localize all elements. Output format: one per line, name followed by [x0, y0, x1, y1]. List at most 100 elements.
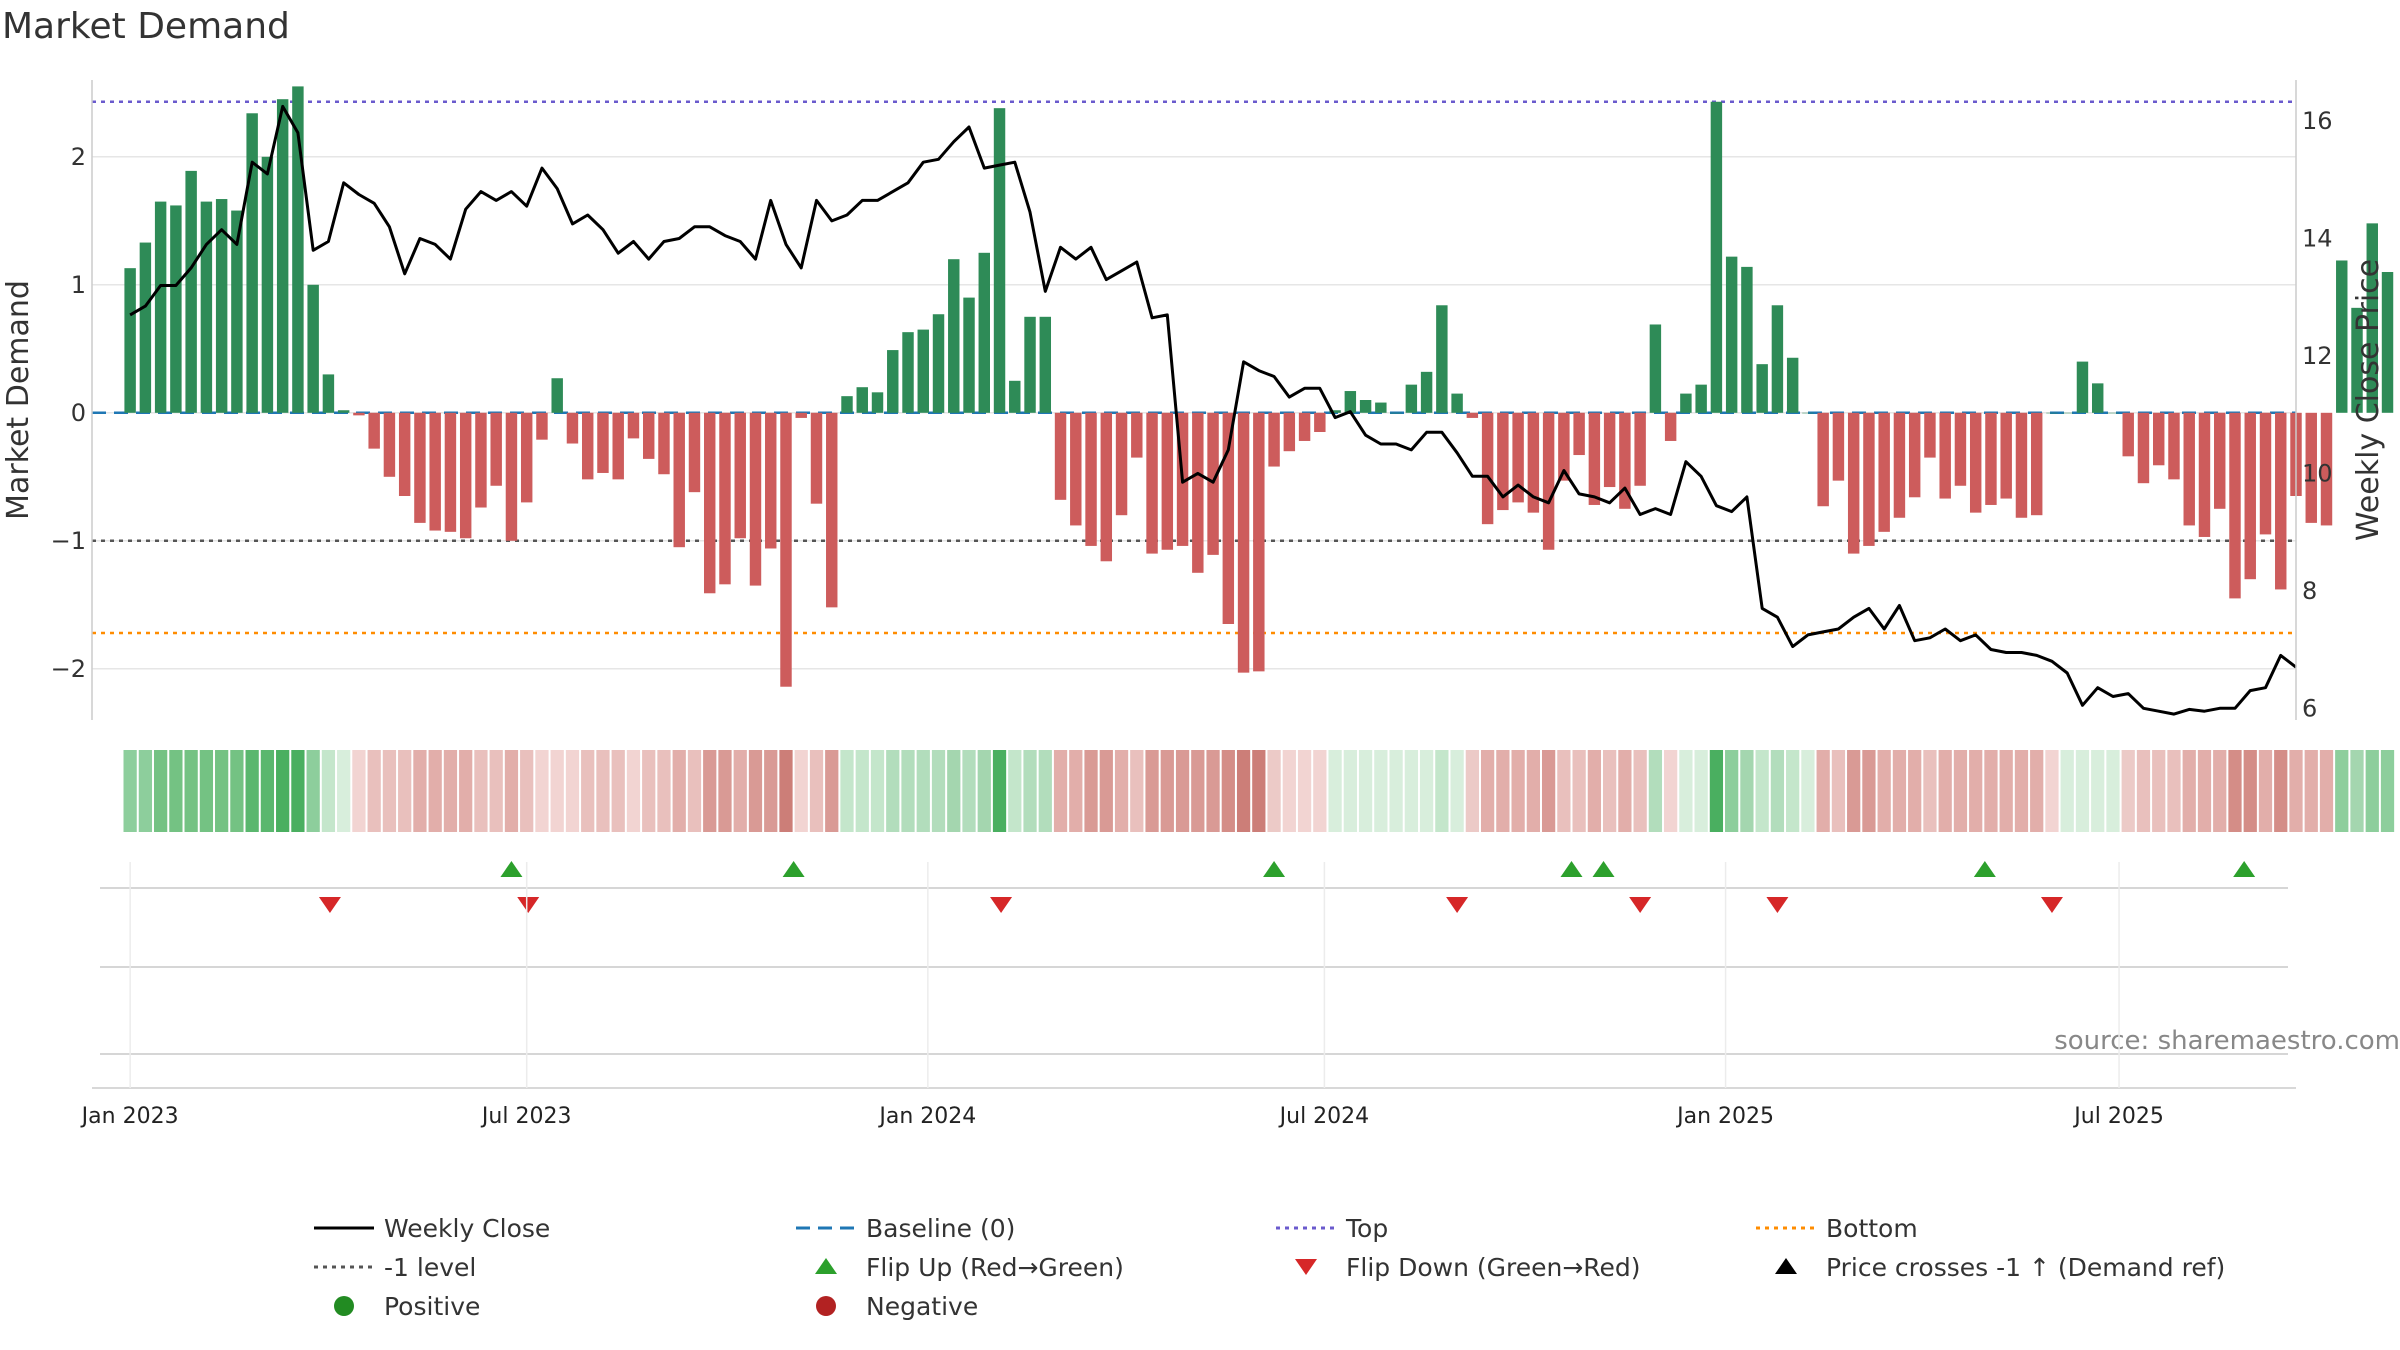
- right-tick-label: 16: [2302, 107, 2333, 135]
- legend-label: Weekly Close: [384, 1214, 550, 1243]
- zone-cell: [1862, 750, 1876, 832]
- zone-cell: [1938, 750, 1952, 832]
- zone-cell: [230, 750, 244, 832]
- demand-bar: [490, 412, 502, 486]
- zone-cell: [169, 750, 183, 832]
- demand-bar: [887, 350, 899, 413]
- zone-cell: [2014, 750, 2029, 832]
- zone-cell: [367, 750, 381, 832]
- zone-cell: [703, 750, 717, 832]
- legend-swatch-triangle-up-green: [815, 1258, 837, 1274]
- zone-cell: [2121, 750, 2135, 832]
- zone-cell: [2274, 750, 2288, 832]
- right-tick-label: 12: [2302, 342, 2333, 370]
- flip-up-marker: [1973, 861, 1996, 877]
- demand-bar: [948, 259, 960, 413]
- demand-bar: [1954, 412, 1967, 486]
- demand-bar: [734, 412, 746, 539]
- demand-bar: [1863, 412, 1875, 546]
- flip-up-marker: [1263, 861, 1286, 877]
- demand-bar: [1039, 316, 1052, 413]
- demand-bar: [1268, 412, 1280, 467]
- zone-cell: [1130, 750, 1144, 832]
- zone-cell: [1541, 750, 1556, 832]
- zone-cell: [2228, 750, 2242, 832]
- demand-bar: [337, 410, 350, 413]
- zone-cell: [931, 750, 946, 832]
- zone-cell: [1831, 750, 1846, 832]
- demand-bar: [1619, 412, 1631, 509]
- demand-bar: [765, 412, 777, 549]
- left-tick-label: 2: [71, 143, 86, 171]
- demand-bar: [368, 412, 380, 449]
- zone-cell: [611, 750, 625, 832]
- zone-cell: [1847, 750, 1861, 832]
- flip-down-marker: [1629, 897, 1652, 913]
- zone-cell: [199, 750, 214, 832]
- zone-cell: [2258, 750, 2273, 832]
- zone-cell: [1572, 750, 1586, 832]
- legend: Weekly Close Baseline (0) Top Bottom -1 leve…: [314, 1214, 2225, 1321]
- demand-bar: [810, 412, 823, 504]
- zone-cell: [1892, 750, 1907, 832]
- zone-cell: [2380, 750, 2395, 832]
- x-tick-label: Jul 2024: [1278, 1104, 1370, 1129]
- zone-cell: [2304, 750, 2318, 832]
- demand-bar: [1024, 316, 1036, 413]
- zone-cell: [2106, 750, 2120, 832]
- zone-cell: [870, 750, 885, 832]
- demand-bar: [2076, 361, 2089, 413]
- left-tick-label: 1: [71, 271, 86, 299]
- left-tick-label: −1: [51, 527, 86, 555]
- demand-bar: [1207, 412, 1219, 555]
- zone-cell: [1297, 750, 1312, 832]
- zone-cell: [947, 750, 961, 832]
- zone-cell: [1648, 750, 1663, 832]
- zone-cell: [1038, 750, 1052, 832]
- zone-cell: [1603, 750, 1617, 832]
- demand-bar: [2000, 412, 2012, 499]
- demand-bar: [719, 412, 731, 585]
- demand-bar: [246, 113, 258, 413]
- zone-cell: [1221, 750, 1235, 832]
- weekly-close-line: [129, 104, 2297, 716]
- zone-cell: [1023, 750, 1037, 832]
- demand-bar: [1512, 412, 1524, 503]
- zone-cell: [916, 750, 930, 832]
- demand-bar: [307, 284, 319, 413]
- demand-bar: [475, 412, 487, 508]
- demand-bar: [1756, 364, 1768, 413]
- legend-swatch-dot-green: [334, 1296, 354, 1316]
- demand-bar: [1664, 412, 1677, 441]
- demand-bar: [826, 412, 838, 608]
- demand-bar: [2153, 412, 2165, 466]
- demand-bar: [1786, 357, 1799, 413]
- zone-cell: [337, 750, 351, 832]
- zone-cell: [2060, 750, 2074, 832]
- demand-bar: [2259, 412, 2272, 535]
- demand-bar: [1542, 412, 1555, 550]
- source-note: source: sharemaestro.com: [2054, 1026, 2400, 1056]
- demand-bar: [1680, 393, 1692, 413]
- chart-title: Market Demand: [2, 6, 290, 47]
- demand-bar: [1603, 412, 1616, 488]
- demand-bar: [1710, 101, 1723, 413]
- zone-cell: [352, 750, 366, 832]
- demand-bar: [2320, 412, 2333, 526]
- zone-cell: [1755, 750, 1769, 832]
- zone-cell: [2213, 750, 2227, 832]
- demand-bar: [1725, 256, 1738, 413]
- zone-cell: [1618, 750, 1632, 832]
- flip-up-marker: [1592, 861, 1615, 877]
- demand-bar: [444, 412, 457, 532]
- legend-swatch-triangle-up-black: [1775, 1258, 1797, 1274]
- zone-cell: [520, 750, 534, 832]
- demand-bar: [612, 412, 624, 480]
- flip-down-marker: [2040, 897, 2063, 913]
- zone-cell: [901, 750, 915, 832]
- demand-bar: [215, 199, 228, 413]
- legend-label: -1 level: [384, 1253, 476, 1282]
- demand-bar: [1466, 412, 1479, 418]
- demand-bar: [1649, 324, 1662, 413]
